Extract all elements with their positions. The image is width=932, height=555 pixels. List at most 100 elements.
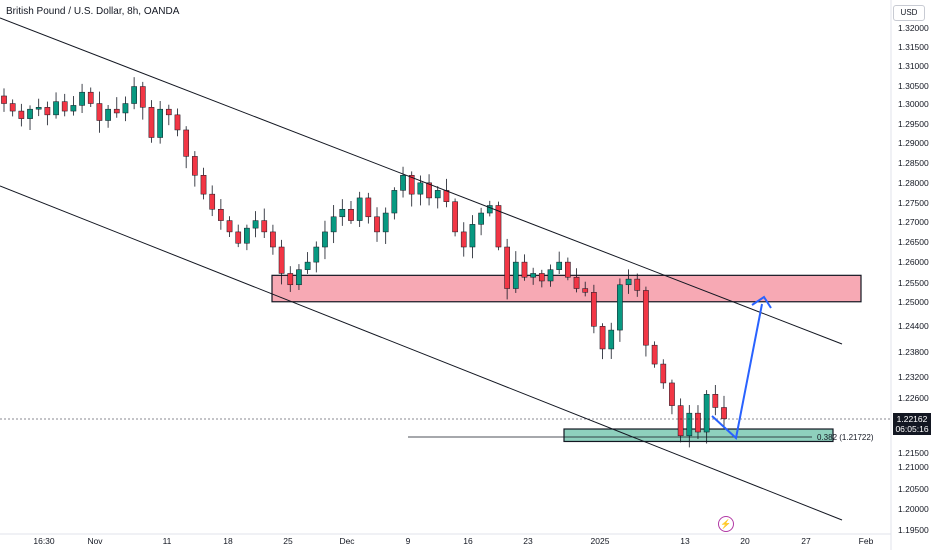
x-tick-label: 16:30 <box>33 536 55 546</box>
y-tick-label: 1.31000 <box>898 61 929 71</box>
candle-body <box>18 110 25 119</box>
candle-body <box>87 91 94 104</box>
candle-body <box>365 197 372 218</box>
y-tick-label: 1.25500 <box>898 278 929 288</box>
last-price-tag: 1.22162 06:05:16 <box>893 413 931 435</box>
x-tick-label: 23 <box>523 536 533 546</box>
candle-body <box>660 363 667 384</box>
candle-body <box>591 292 597 327</box>
resistance-zone[interactable] <box>271 274 862 303</box>
y-axis-labels: 1.32000 1.31500 1.31000 1.30500 1.30000 1.295… <box>898 23 929 535</box>
candle-body <box>261 220 268 233</box>
y-tick-label: 1.31500 <box>898 42 929 52</box>
candle-body <box>235 231 242 244</box>
y-tick-label: 1.24400 <box>898 321 929 331</box>
candle-body <box>174 114 181 131</box>
candle-body <box>669 382 675 406</box>
candle-body <box>573 276 580 289</box>
y-tick-label: 1.26000 <box>898 257 929 267</box>
y-tick-label: 1.28000 <box>898 178 929 188</box>
candle-body <box>226 220 233 233</box>
y-tick-label: 1.26500 <box>898 237 929 247</box>
candle-body <box>165 108 172 116</box>
candle-body <box>122 103 129 114</box>
y-tick-label: 1.22600 <box>898 393 929 403</box>
candle-body <box>61 101 68 112</box>
candle-body <box>643 290 649 346</box>
candle-body <box>1 95 7 104</box>
candle-body <box>53 101 59 116</box>
candle-body <box>218 208 224 221</box>
candle-body <box>521 261 528 278</box>
candle-body <box>330 216 337 233</box>
fib-label: 0.382 (1.21722) <box>817 433 874 442</box>
candle-body <box>460 231 467 248</box>
candle-body <box>270 231 276 248</box>
projection-arrow[interactable] <box>711 303 763 440</box>
currency-button[interactable]: USD <box>893 5 925 21</box>
y-tick-label: 1.25000 <box>898 297 929 307</box>
candle-body <box>356 197 363 221</box>
candle-body <box>296 269 302 286</box>
tradingview-logo-icon: ⚡ <box>718 516 734 532</box>
x-tick-label: Nov <box>87 536 103 546</box>
x-tick-label: Feb <box>859 536 874 546</box>
candle-body <box>278 246 285 274</box>
candle-body <box>530 273 537 278</box>
candle-body <box>452 201 458 233</box>
candle-body <box>634 278 641 291</box>
candle-body <box>148 107 155 138</box>
candle-body <box>244 227 250 244</box>
candle-body <box>105 108 111 121</box>
candle-body <box>478 212 484 225</box>
candle-body <box>209 193 216 210</box>
candle-body <box>495 205 502 248</box>
candle-body <box>391 190 398 214</box>
candle-body <box>348 208 354 221</box>
x-axis-labels: 16:30 Nov 11 18 25 Dec 9 16 23 2025 13 20 27 Feb <box>33 536 873 546</box>
x-tick-label: 27 <box>801 536 811 546</box>
y-tick-label: 1.21000 <box>898 462 929 472</box>
x-tick-label: 11 <box>163 536 172 546</box>
candle-body <box>9 103 16 112</box>
y-tick-label: 1.23200 <box>898 372 929 382</box>
x-tick-label: 18 <box>223 536 233 546</box>
candle-body <box>582 288 589 293</box>
y-tick-label: 1.29000 <box>898 138 929 148</box>
candle-body <box>686 412 693 437</box>
candle-body <box>191 156 198 176</box>
candle-body <box>565 261 571 278</box>
candle-body <box>70 105 77 112</box>
y-tick-label: 1.20500 <box>898 484 929 494</box>
candle-body <box>400 175 406 191</box>
price-axis[interactable] <box>891 0 932 550</box>
candle-body <box>339 208 346 218</box>
chart-title: British Pound / U.S. Dollar, 8h, OANDA <box>6 6 180 17</box>
y-tick-label: 1.19500 <box>898 525 929 535</box>
candle-body <box>512 261 519 289</box>
candle-body <box>625 278 632 286</box>
candle-body <box>44 107 51 116</box>
y-tick-label: 1.27500 <box>898 198 929 208</box>
candle-body <box>382 212 389 233</box>
channel-lower-line[interactable] <box>0 185 843 521</box>
x-tick-label: 9 <box>406 536 411 546</box>
candle-body <box>287 273 294 286</box>
candle-body <box>96 103 103 121</box>
last-price-value: 1.22162 <box>896 414 928 424</box>
x-tick-label: Dec <box>339 536 355 546</box>
candle-body <box>556 261 563 270</box>
y-tick-label: 1.20000 <box>898 504 929 514</box>
y-tick-label: 1.29500 <box>898 119 929 129</box>
candle-body <box>712 394 719 408</box>
candle-body <box>139 86 146 108</box>
x-tick-label: 2025 <box>591 536 610 546</box>
x-tick-label: 20 <box>740 536 750 546</box>
channel-upper-line[interactable] <box>0 17 843 345</box>
candle-body <box>157 108 163 138</box>
candle-body <box>538 273 545 282</box>
candle-body <box>304 261 311 270</box>
y-tick-label: 1.30500 <box>898 81 929 91</box>
